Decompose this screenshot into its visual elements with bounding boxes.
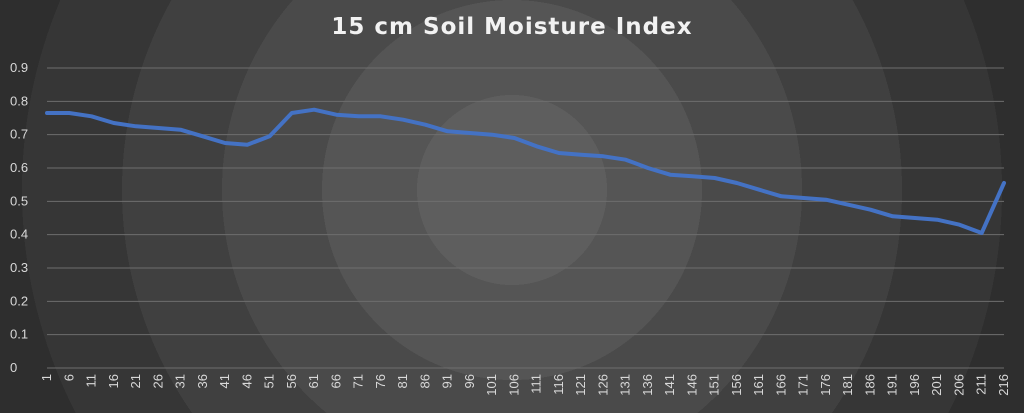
y-tick-label: 0.2	[10, 293, 28, 308]
y-tick-label: 0.3	[10, 260, 28, 275]
x-tick-label: 136	[640, 374, 655, 396]
series-line	[45, 107, 1006, 235]
x-tick-label: 111	[529, 374, 544, 394]
y-tick-label: 0.7	[10, 127, 28, 142]
y-tick-label: 0.1	[10, 327, 28, 342]
y-tick-label: 0	[10, 360, 17, 375]
x-tick-label: 51	[262, 374, 277, 388]
x-tick-label: 171	[796, 374, 811, 396]
x-tick-label: 216	[996, 374, 1011, 396]
x-tick-label: 141	[662, 374, 677, 396]
x-tick-label: 6	[61, 374, 76, 381]
x-tick-label: 81	[395, 374, 410, 388]
x-tick-label: 156	[729, 374, 744, 396]
x-tick-label: 101	[484, 374, 499, 396]
x-tick-label: 131	[618, 374, 633, 396]
y-tick-label: 0.4	[10, 227, 28, 242]
y-tick-label: 0.6	[10, 160, 28, 175]
y-tick-label: 0.8	[10, 93, 28, 108]
y-tick-label: 0.9	[10, 60, 28, 75]
x-tick-label: 71	[351, 374, 366, 388]
x-tick-label: 76	[373, 374, 388, 388]
x-tick-label: 16	[106, 374, 121, 388]
x-tick-label: 191	[885, 374, 900, 396]
y-tick-label: 0.5	[10, 193, 28, 208]
x-tick-label: 11	[84, 374, 99, 388]
x-tick-label: 196	[907, 374, 922, 396]
x-tick-label: 201	[929, 374, 944, 396]
x-tick-label: 211	[974, 374, 989, 395]
x-tick-label: 31	[173, 374, 188, 388]
x-tick-label: 86	[417, 374, 432, 388]
x-tick-label: 56	[284, 374, 299, 388]
x-tick-label: 46	[239, 374, 254, 388]
x-tick-label: 1	[39, 374, 54, 381]
x-tick-label: 181	[840, 374, 855, 396]
x-tick-label: 66	[328, 374, 343, 388]
x-tick-label: 116	[551, 374, 566, 395]
x-tick-label: 186	[862, 374, 877, 396]
x-tick-label: 166	[773, 374, 788, 396]
x-tick-label: 146	[684, 374, 699, 396]
x-tick-label: 206	[951, 374, 966, 396]
x-tick-label: 106	[506, 374, 521, 396]
x-tick-label: 26	[150, 374, 165, 388]
x-tick-label: 41	[217, 374, 232, 388]
x-tick-label: 176	[818, 374, 833, 396]
chart-title: 15 cm Soil Moisture Index	[331, 14, 693, 40]
x-tick-label: 61	[306, 374, 321, 388]
x-tick-label: 36	[195, 374, 210, 388]
x-tick-label: 96	[462, 374, 477, 388]
x-tick-label: 121	[573, 374, 588, 396]
x-tick-label: 91	[440, 374, 455, 388]
x-tick-label: 126	[595, 374, 610, 396]
x-tick-label: 161	[751, 374, 766, 396]
x-tick-label: 151	[707, 374, 722, 396]
x-tick-label: 21	[128, 374, 143, 388]
